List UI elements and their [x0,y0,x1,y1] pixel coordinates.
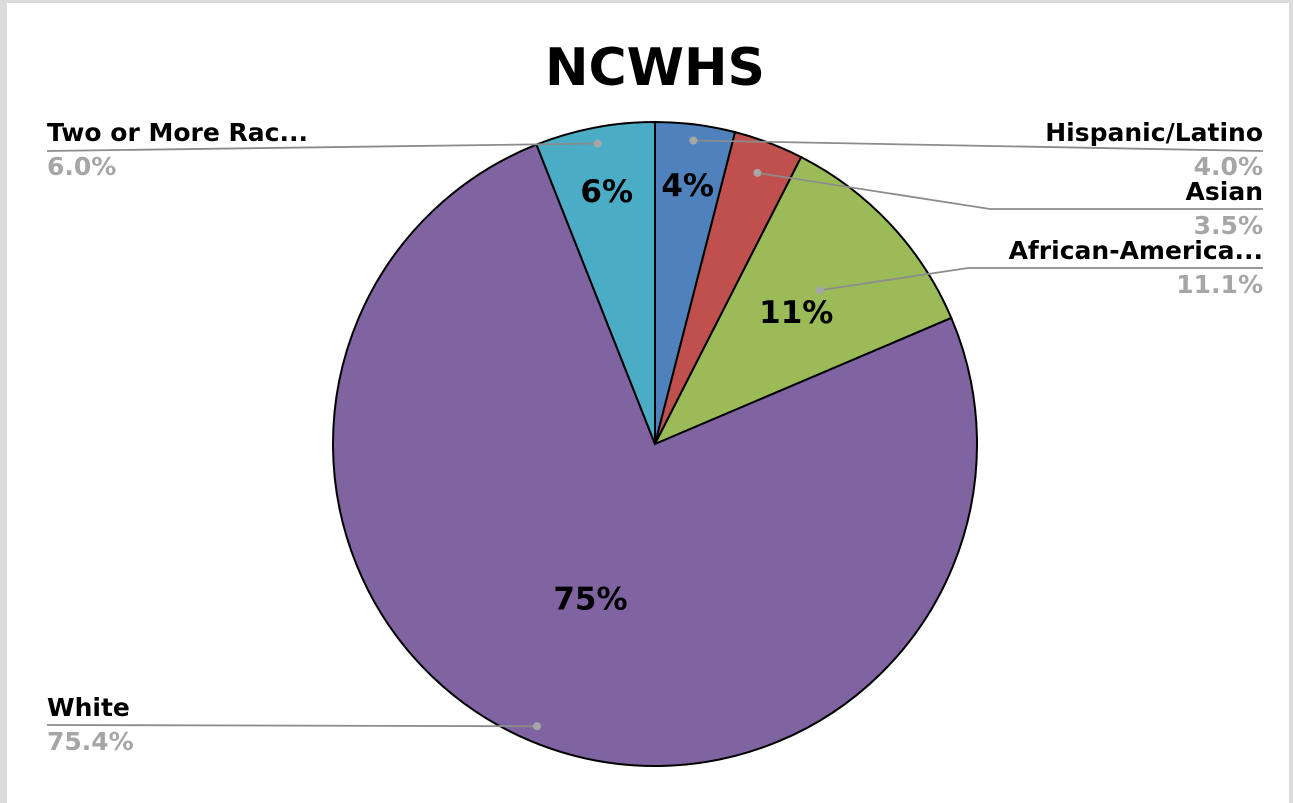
value-label-african-america: 11.1% [1176,270,1263,299]
pct-label-hispanic-latino: 4% [661,168,714,204]
category-label-two-or-more-rac: Two or More Rac... [47,118,308,147]
slice-african-america [652,155,953,446]
leader-line-hispanic-latino [693,139,1264,152]
leader-dot-two-or-more-rac [593,139,602,148]
leader-line-white [46,724,538,728]
category-label-hispanic-latino: Hispanic/Latino [1045,118,1263,147]
pct-label-two-or-more-rac: 6% [580,174,633,210]
chart-title: NCWHS [545,38,765,98]
value-label-two-or-more-rac: 6.0% [47,152,116,181]
leader-dot-asian [753,168,762,177]
leader-line-african-america [819,267,1263,292]
leader-dot-hispanic-latino [689,136,698,145]
leader-line-two-or-more-rac [46,142,598,152]
value-label-hispanic-latino: 4.0% [1194,152,1263,181]
slice-white [332,143,978,767]
leader-dot-african-america [815,286,824,295]
value-label-white: 75.4% [47,727,134,756]
leader-line-asian [757,172,1263,210]
value-label-asian: 3.5% [1194,211,1263,240]
category-label-african-america: African-America... [1009,236,1263,265]
pct-label-white: 75% [553,581,627,617]
category-label-white: White [47,693,130,722]
leader-dot-white [533,722,542,731]
pct-label-african-america: 11% [759,295,833,331]
category-label-asian: Asian [1186,177,1263,206]
